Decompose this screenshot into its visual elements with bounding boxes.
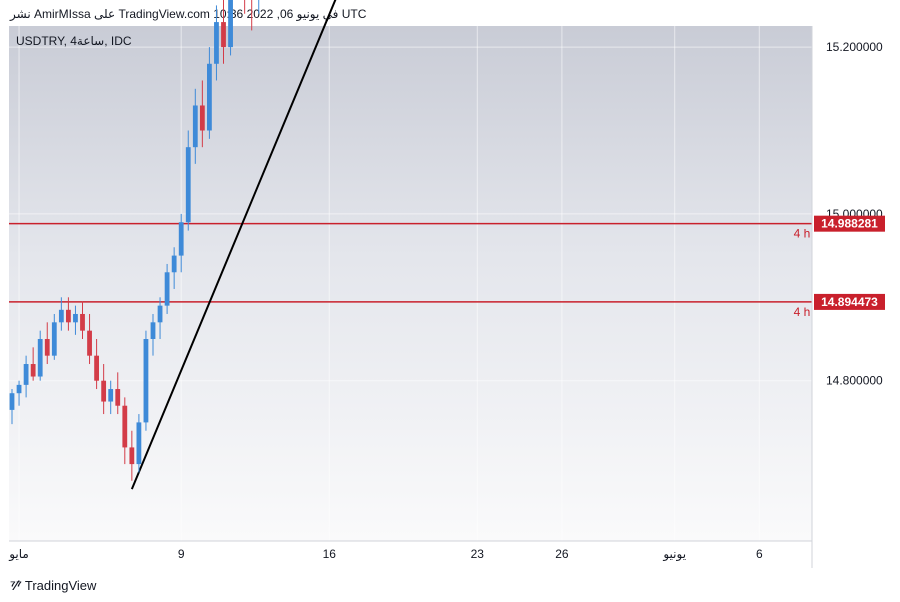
candle-body bbox=[51, 322, 57, 356]
x-tick-label: 9 bbox=[178, 547, 185, 561]
candle-body bbox=[178, 222, 184, 256]
candle-body bbox=[214, 22, 219, 64]
trendline bbox=[130, 0, 337, 490]
candle-body bbox=[37, 339, 43, 377]
timeframe-label: 4 h bbox=[794, 227, 811, 241]
x-tick-label: يونيو bbox=[662, 547, 686, 562]
candle-body bbox=[87, 330, 92, 356]
candle-body bbox=[185, 147, 191, 223]
candle-body bbox=[157, 305, 163, 323]
candle-body bbox=[192, 105, 198, 148]
tradingview-logo-icon: ⁷⁄⁷ bbox=[10, 577, 22, 593]
candle-body bbox=[228, 0, 233, 48]
levels-layer bbox=[9, 222, 812, 303]
candle-body bbox=[16, 384, 22, 394]
candle-body bbox=[129, 447, 135, 465]
candle-body bbox=[94, 355, 99, 381]
plot-background bbox=[9, 26, 812, 541]
trendline-layer bbox=[130, 0, 337, 490]
x-tick-label: 23 bbox=[471, 547, 485, 561]
timeframe-label: 4 h bbox=[794, 305, 811, 319]
level-price-value: 14.988281 bbox=[821, 217, 878, 231]
candle-body bbox=[115, 389, 121, 406]
candle-body bbox=[66, 309, 71, 323]
candle-body bbox=[30, 364, 36, 377]
candle-body bbox=[101, 380, 107, 402]
candle-body bbox=[73, 313, 78, 323]
candle-body bbox=[9, 393, 15, 410]
candle-body bbox=[136, 422, 142, 465]
candle-body bbox=[143, 339, 149, 423]
x-tick-label: 26 bbox=[555, 547, 569, 561]
grid bbox=[9, 26, 812, 541]
brand-text: TradingView bbox=[24, 577, 97, 593]
candle-body bbox=[164, 272, 170, 306]
candle-body bbox=[171, 255, 177, 273]
x-tick-label: مايو bbox=[8, 547, 29, 562]
candle-body bbox=[150, 322, 156, 339]
y-tick-label: 15.200000 bbox=[826, 40, 883, 54]
candle-body bbox=[58, 309, 64, 323]
candle-body bbox=[23, 364, 29, 385]
candle-body bbox=[80, 313, 85, 331]
x-tick-label: 6 bbox=[756, 547, 763, 561]
candle-body bbox=[199, 105, 205, 131]
level-price-tag bbox=[814, 293, 885, 310]
candle-body bbox=[221, 22, 226, 48]
candle-body bbox=[122, 405, 128, 448]
level-price-value: 14.894473 bbox=[821, 295, 878, 309]
time-axis[interactable]: مايو 9 16 23 26 يونيو 6 bbox=[8, 547, 763, 562]
symbol-info: USDTRY, 4ساعة, IDC bbox=[16, 34, 132, 48]
y-tick-label: 14.800000 bbox=[826, 374, 883, 388]
candles-layer bbox=[9, 0, 260, 481]
level-labels: 16.58400016.5357414 h16.403478daily16.17… bbox=[794, 215, 885, 319]
candle-body bbox=[108, 389, 114, 402]
tradingview-brand: ⁷⁄⁷ TradingView bbox=[10, 577, 96, 593]
level-price-tag bbox=[814, 215, 885, 232]
x-tick-label: 16 bbox=[323, 547, 337, 561]
candle-body bbox=[207, 63, 212, 131]
candle-body bbox=[44, 339, 50, 356]
